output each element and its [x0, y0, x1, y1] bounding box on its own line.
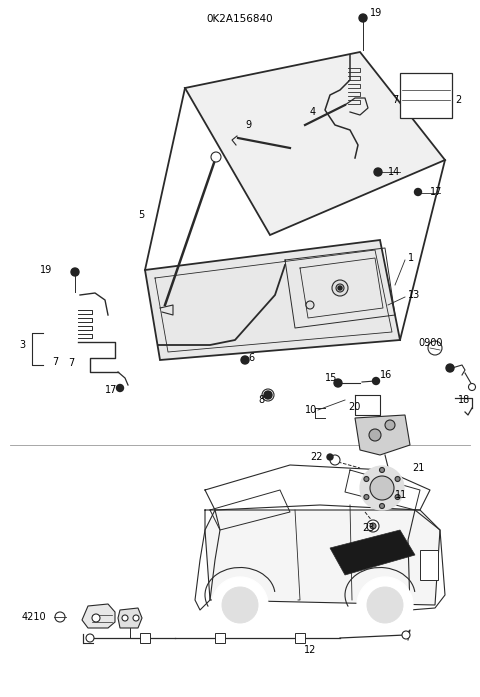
Text: 19: 19	[40, 265, 52, 275]
Circle shape	[222, 587, 258, 623]
Circle shape	[327, 454, 333, 460]
Circle shape	[385, 420, 395, 430]
Bar	[420, 550, 438, 580]
Text: 6: 6	[248, 353, 254, 363]
Text: 16: 16	[380, 370, 392, 380]
Text: 17: 17	[430, 187, 443, 197]
Text: 2: 2	[455, 95, 461, 105]
Circle shape	[336, 284, 344, 292]
Polygon shape	[355, 415, 410, 455]
Text: 13: 13	[408, 290, 420, 300]
Circle shape	[402, 631, 410, 639]
Circle shape	[370, 476, 394, 500]
Text: 11: 11	[395, 490, 407, 500]
Circle shape	[306, 301, 314, 309]
Circle shape	[395, 494, 400, 500]
Circle shape	[360, 466, 404, 510]
Text: 8: 8	[258, 395, 264, 405]
Text: 19: 19	[370, 8, 382, 18]
Text: 22: 22	[310, 452, 323, 462]
Circle shape	[133, 615, 139, 621]
Circle shape	[367, 520, 379, 532]
Circle shape	[395, 477, 400, 482]
Text: 4210: 4210	[22, 612, 47, 622]
Circle shape	[330, 455, 340, 465]
Circle shape	[357, 577, 413, 633]
Text: 0K2A156840: 0K2A156840	[207, 14, 273, 24]
Text: 20: 20	[348, 402, 360, 412]
Text: 14: 14	[388, 167, 400, 177]
Text: 10: 10	[305, 405, 317, 415]
Text: 0900: 0900	[418, 338, 443, 348]
Circle shape	[264, 391, 272, 399]
Circle shape	[364, 494, 369, 500]
Circle shape	[367, 587, 403, 623]
Polygon shape	[82, 604, 115, 628]
Circle shape	[71, 268, 79, 276]
Text: 7: 7	[392, 95, 398, 105]
Circle shape	[332, 280, 348, 296]
Polygon shape	[205, 510, 440, 605]
Circle shape	[364, 477, 369, 482]
Text: 17: 17	[105, 385, 118, 395]
Text: 18: 18	[458, 395, 470, 405]
Circle shape	[372, 378, 380, 385]
Circle shape	[369, 429, 381, 441]
Circle shape	[380, 503, 384, 509]
Polygon shape	[145, 240, 400, 360]
Circle shape	[370, 523, 376, 529]
Text: 4: 4	[310, 107, 316, 117]
Circle shape	[374, 168, 382, 176]
Circle shape	[122, 615, 128, 621]
Text: 23: 23	[362, 523, 374, 533]
Polygon shape	[185, 52, 445, 235]
Circle shape	[338, 286, 342, 290]
Circle shape	[241, 356, 249, 364]
Bar	[400, 73, 452, 118]
Polygon shape	[330, 530, 415, 575]
Circle shape	[92, 614, 100, 622]
Text: 5: 5	[138, 210, 144, 220]
Text: 21: 21	[412, 463, 424, 473]
Text: 7: 7	[52, 357, 58, 367]
Circle shape	[86, 634, 94, 642]
Circle shape	[383, 488, 391, 496]
Bar	[295, 633, 305, 643]
Circle shape	[359, 14, 367, 22]
Circle shape	[380, 468, 384, 473]
Circle shape	[117, 385, 123, 392]
Bar	[140, 633, 150, 643]
Circle shape	[415, 188, 421, 195]
Circle shape	[446, 364, 454, 372]
Text: 12: 12	[304, 645, 316, 655]
Text: 3: 3	[19, 340, 25, 350]
Text: 15: 15	[325, 373, 337, 383]
Bar	[215, 633, 225, 643]
Circle shape	[468, 383, 476, 390]
Circle shape	[211, 152, 221, 162]
Circle shape	[212, 577, 268, 633]
Polygon shape	[118, 608, 142, 628]
Circle shape	[334, 379, 342, 387]
Text: 1: 1	[408, 253, 414, 263]
Text: 9: 9	[245, 120, 251, 130]
Text: 7: 7	[68, 358, 74, 368]
